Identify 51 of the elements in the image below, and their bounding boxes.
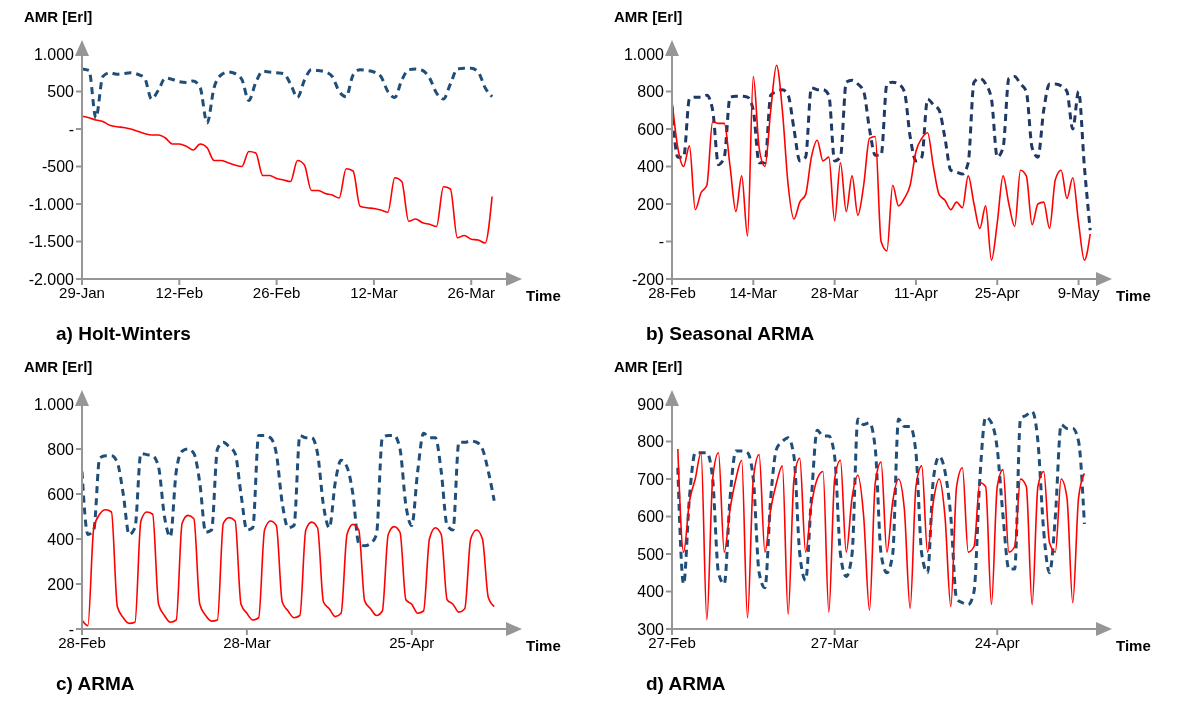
y-tick-label: 1.000 <box>33 45 75 63</box>
x-tick-label: 24-Apr <box>974 633 1020 651</box>
y-tick-label: -500 <box>41 158 75 176</box>
y-tick-label: -2.000 <box>28 270 75 288</box>
text: d) ARMA <box>646 673 726 695</box>
x-axis-title: Time <box>526 287 561 304</box>
x-axis-title: Time <box>1116 637 1151 654</box>
text: c) ARMA <box>56 673 135 695</box>
y-tick-label: 600 <box>637 120 665 138</box>
x-tick-label: 14-Mar <box>729 283 778 301</box>
y-tick-label: 800 <box>637 433 665 451</box>
y-tick-label: 400 <box>637 158 665 176</box>
y-tick-label: 400 <box>47 530 75 548</box>
y-tick-label: - <box>658 233 664 251</box>
x-tick-label: 25-Apr <box>974 283 1020 301</box>
x-axis-title: Time <box>1116 287 1151 304</box>
text: a) Holt-Winters <box>56 323 191 345</box>
y-axis-title: AMR [Erl] <box>24 8 93 25</box>
y-axis-title: AMR [Erl] <box>614 358 683 375</box>
x-tick-label: 26-Feb <box>252 283 301 301</box>
x-tick-label: 12-Mar <box>350 283 398 301</box>
text: b) Seasonal ARMA <box>646 323 815 345</box>
y-tick-label: 500 <box>47 83 75 101</box>
y-tick-label: 300 <box>637 620 665 638</box>
y-tick-label: 600 <box>47 485 75 503</box>
y-tick-label: 1.000 <box>33 395 75 413</box>
x-tick-label: 12-Feb <box>155 283 204 301</box>
y-tick-label: 200 <box>637 195 665 213</box>
y-tick-label: 400 <box>637 583 665 601</box>
y-tick-label: 200 <box>47 575 75 593</box>
x-tick-label: 28-Mar <box>223 633 271 651</box>
y-tick-label: 800 <box>47 440 75 458</box>
y-tick-label: 600 <box>637 508 665 526</box>
y-tick-label: 700 <box>637 470 665 488</box>
x-axis-title: Time <box>526 637 561 654</box>
y-axis-title: AMR [Erl] <box>614 8 683 25</box>
x-tick-label: 26-Mar <box>447 283 496 301</box>
x-tick-label: 25-Apr <box>389 633 435 651</box>
x-tick-label: 9-May <box>1057 283 1100 301</box>
x-tick-label: 27-Mar <box>810 633 859 651</box>
y-tick-label: 1.000 <box>623 45 665 63</box>
y-tick-label: -1.500 <box>28 233 75 251</box>
y-tick-label: 800 <box>637 83 665 101</box>
y-tick-label: 900 <box>637 395 665 413</box>
x-tick-label: 11-Apr <box>893 283 938 301</box>
x-tick-label: 28-Mar <box>810 283 859 301</box>
y-tick-label: -200 <box>631 270 665 288</box>
y-tick-label: -1.000 <box>28 195 75 213</box>
y-tick-label: - <box>68 120 74 138</box>
y-tick-label: 500 <box>637 545 665 563</box>
y-axis-title: AMR [Erl] <box>24 358 93 375</box>
